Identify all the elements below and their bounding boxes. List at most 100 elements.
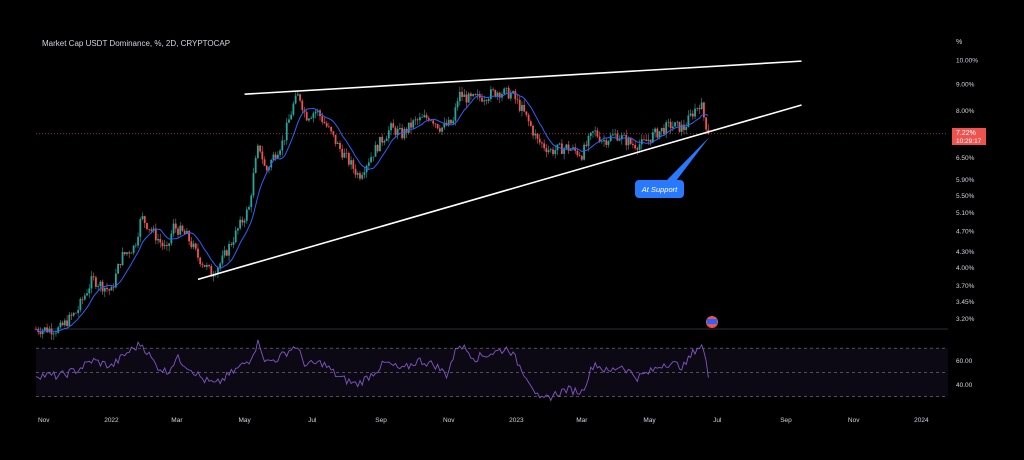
candle-body: [396, 129, 399, 135]
candle-body: [558, 143, 561, 145]
candle-body: [651, 132, 654, 143]
price-tag: 7.22% 10:29:17: [952, 128, 986, 145]
candle-body: [321, 116, 324, 123]
time-tick-label: Sep: [375, 417, 387, 424]
candle-body: [381, 136, 384, 143]
candle-body: [567, 144, 570, 151]
candle-body: [430, 120, 432, 122]
candle-body: [665, 122, 668, 135]
candle-body: [554, 150, 557, 155]
candle-body: [461, 91, 463, 97]
candle-body: [250, 195, 253, 208]
candle-body: [237, 228, 239, 231]
price-tick-label: 5.50%: [956, 193, 975, 200]
candle-body: [208, 265, 210, 267]
trendline: [197, 104, 802, 281]
candle-body: [283, 140, 286, 141]
candle-body: [241, 219, 244, 223]
candle-body: [379, 136, 381, 152]
candle-body: [79, 299, 82, 310]
candle-body: [489, 89, 492, 99]
candle-body: [61, 322, 64, 326]
candle-body: [170, 233, 173, 244]
candle-body: [390, 123, 392, 131]
candle-body: [607, 141, 610, 145]
candle-body: [536, 133, 539, 139]
candle-body: [154, 228, 157, 241]
candle-body: [354, 168, 357, 175]
at-support-callout[interactable]: At Support: [635, 136, 710, 198]
price-tick-label: 10.00%: [956, 57, 978, 64]
candle-body: [598, 136, 601, 142]
candle-body: [212, 275, 215, 277]
candle-body: [139, 219, 142, 237]
candle-body: [494, 90, 497, 97]
candle-body: [523, 104, 526, 112]
candle-body: [589, 132, 592, 136]
candle-body: [265, 165, 268, 171]
candle-body: [312, 113, 315, 118]
candle-body: [168, 243, 171, 246]
candle-body: [86, 293, 88, 296]
candle-body: [112, 287, 115, 288]
candle-body: [159, 239, 162, 243]
candle-body: [301, 100, 304, 111]
candle-body: [643, 139, 645, 140]
candle-body: [436, 124, 439, 129]
candle-body: [394, 127, 397, 135]
candle-body: [148, 229, 151, 230]
candle-body: [456, 101, 459, 108]
time-tick-label: 2024: [914, 417, 929, 424]
candle-body: [243, 220, 246, 223]
time-tick-label: May: [238, 417, 251, 424]
candle-body: [465, 94, 468, 103]
candle-body: [691, 113, 694, 117]
candle-body: [205, 265, 208, 267]
candle-body: [232, 242, 235, 245]
candle-body: [671, 126, 674, 129]
candle-body: [134, 245, 137, 247]
candle-body: [487, 98, 490, 102]
candle-body: [474, 94, 477, 95]
time-tick-label: Mar: [576, 417, 588, 424]
callout-box[interactable]: [635, 180, 684, 198]
candle-body: [119, 264, 122, 266]
price-tick-label: 6.50%: [956, 155, 975, 162]
candle-body: [225, 250, 228, 256]
trendlines[interactable]: [197, 60, 802, 281]
candle-body: [521, 104, 523, 111]
callout-label: At Support: [641, 185, 678, 194]
candle-body: [549, 149, 552, 151]
candle-body: [75, 312, 77, 314]
candle-body: [472, 94, 475, 97]
candle-body: [632, 143, 634, 145]
candle-body: [132, 245, 135, 253]
candle-body: [163, 244, 166, 247]
candle-body: [481, 97, 483, 102]
time-axis[interactable]: Nov 2022 Mar May Jul Sep Nov 2023 Mar May Jul Sep No…: [38, 417, 929, 424]
candle-body: [305, 112, 308, 121]
candle-body: [432, 120, 435, 124]
candle-body: [123, 252, 126, 255]
candle-body: [383, 140, 386, 143]
candle-body: [350, 160, 352, 165]
price-axis[interactable]: 10.00% 9.00% 8.00% 6.50% 5.90% 5.50% 5.10% 4.70…: [956, 57, 978, 322]
price-tick-label: 3.45%: [956, 299, 975, 306]
candle-body: [88, 288, 91, 294]
candle-body: [103, 287, 106, 292]
candle-body: [463, 94, 466, 97]
candle-body: [121, 252, 124, 266]
candle-body: [578, 155, 581, 156]
indicator-badge[interactable]: [706, 316, 718, 328]
candle-body: [418, 117, 421, 121]
price-tag-countdown: 10:29:17: [956, 138, 982, 145]
candle-body: [294, 95, 297, 104]
candle-body: [219, 263, 222, 268]
candle-body: [423, 115, 426, 118]
candle-body: [450, 119, 452, 124]
candle-body: [230, 244, 233, 245]
candle-body: [110, 287, 113, 291]
candle-body: [274, 154, 277, 159]
candle-body: [179, 225, 182, 235]
